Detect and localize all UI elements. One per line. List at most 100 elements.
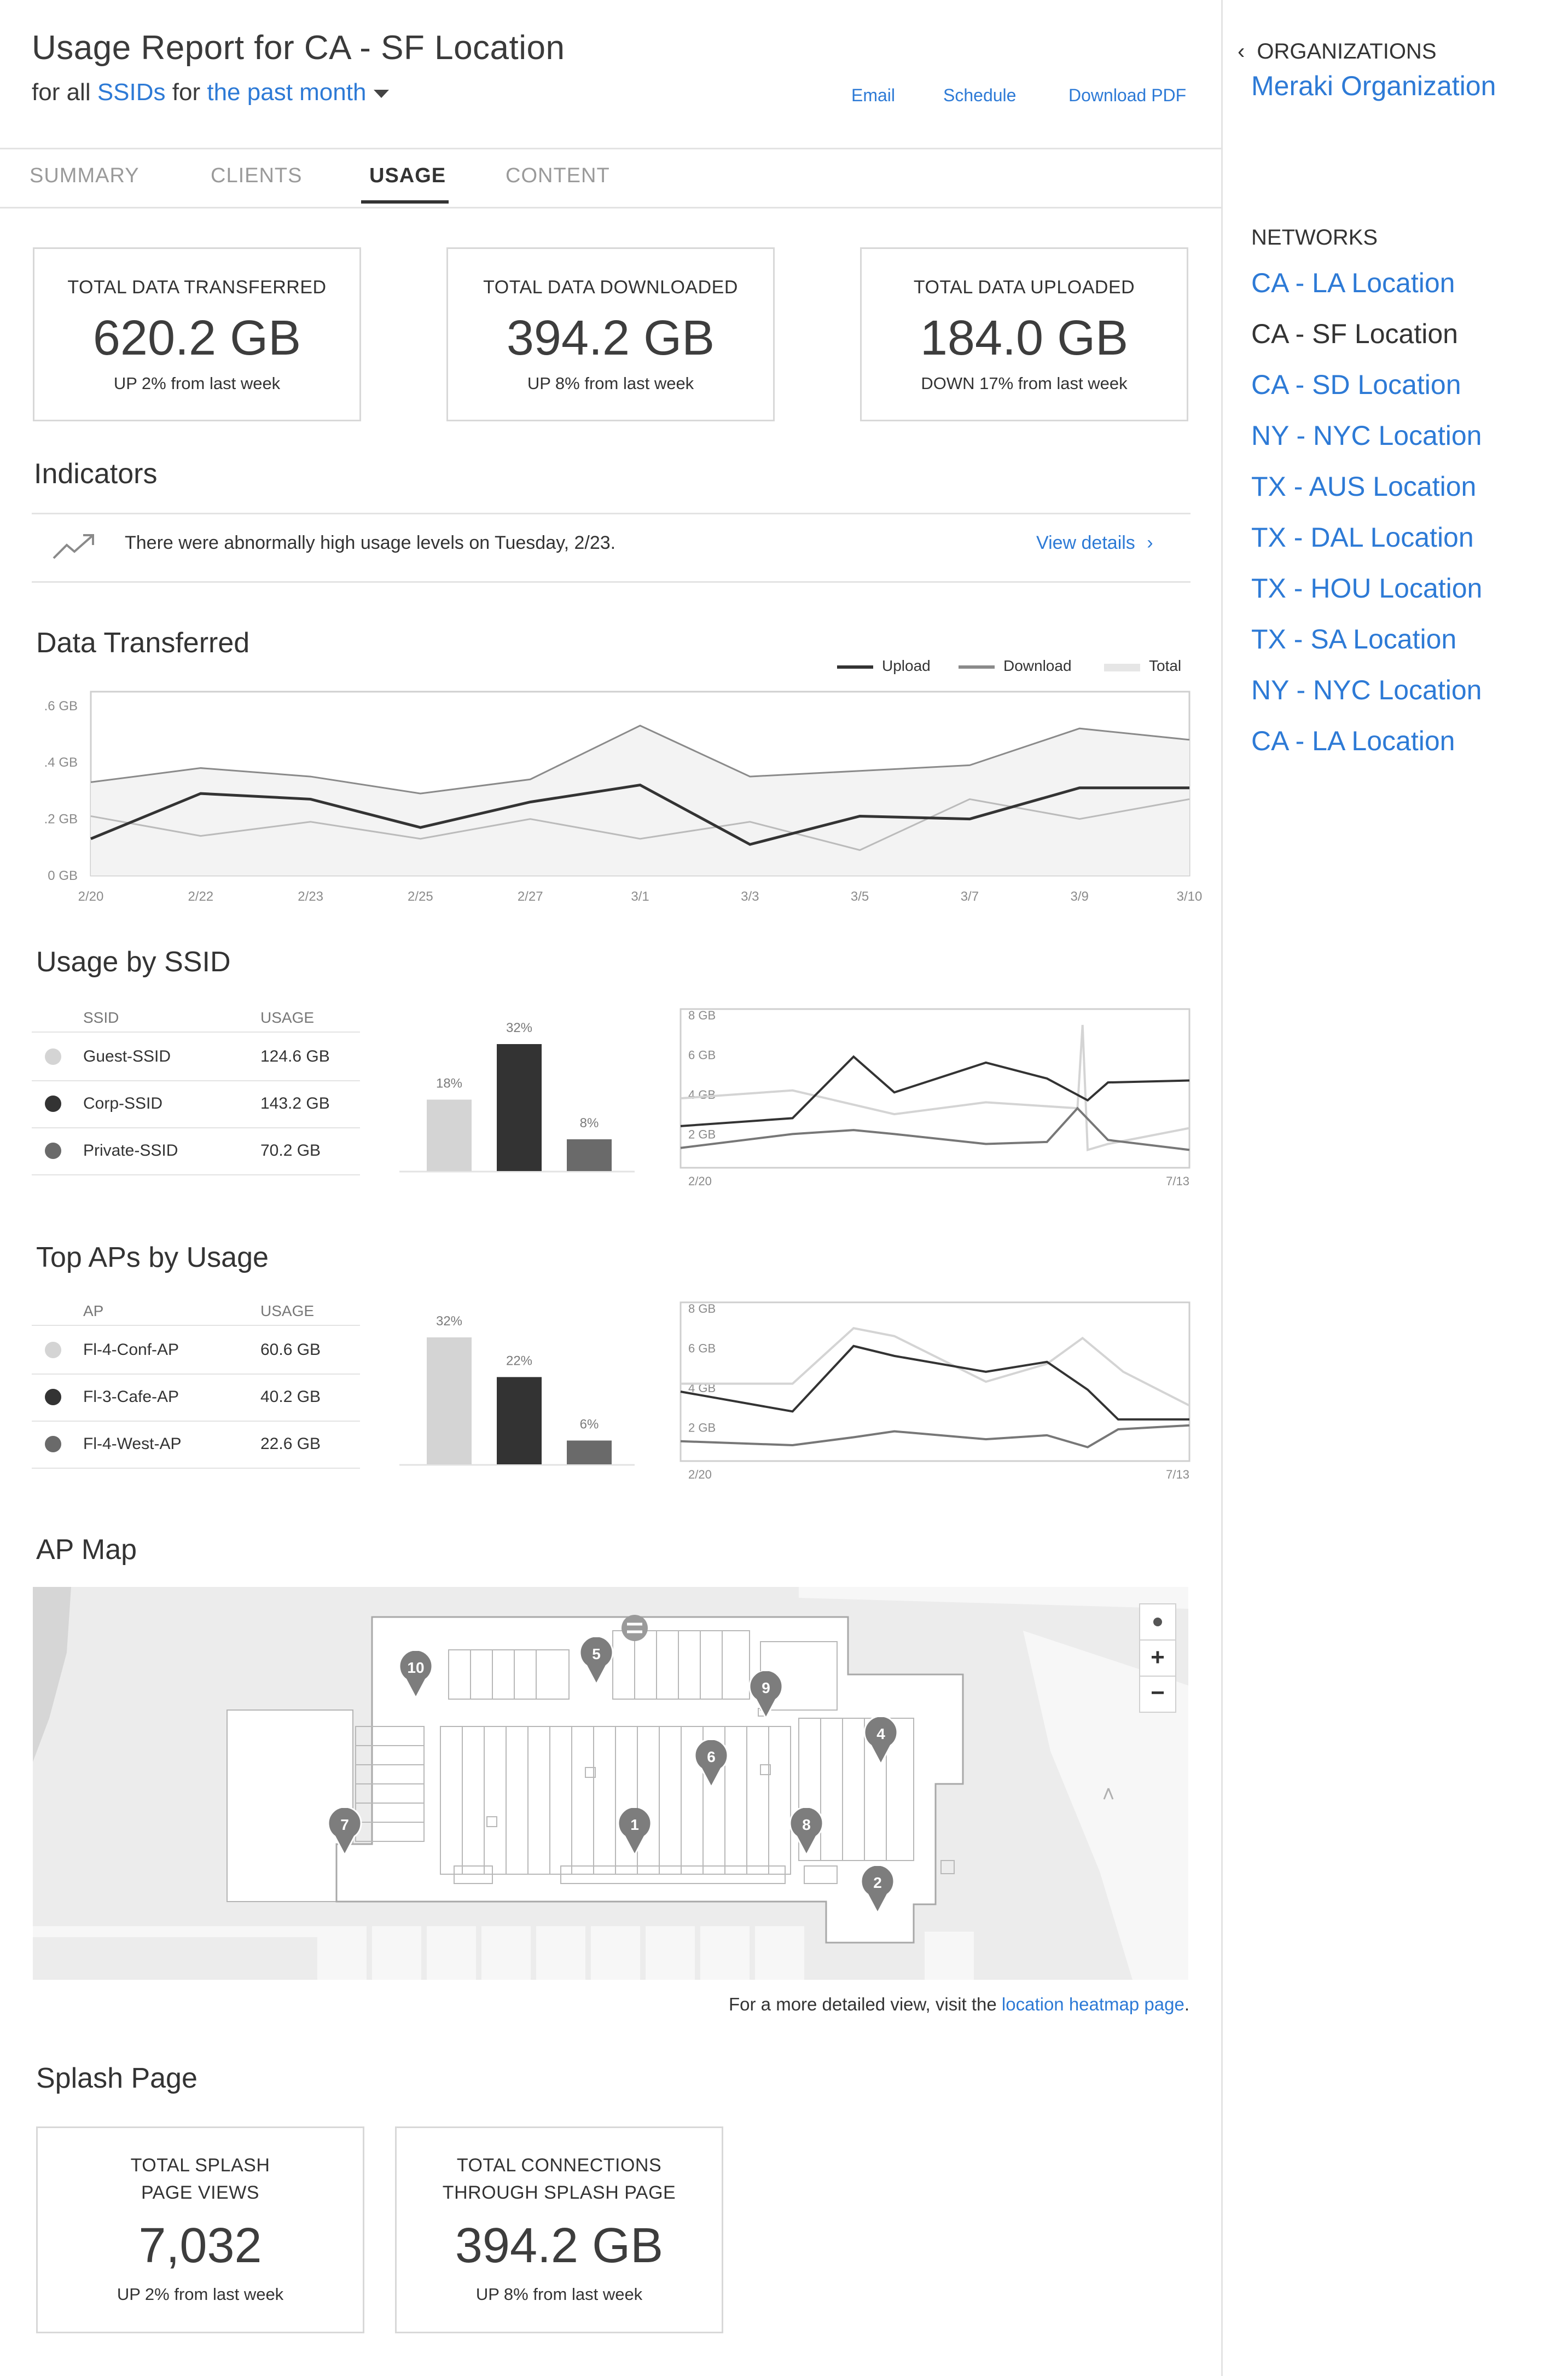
x-tick-label: 2/23 bbox=[298, 889, 323, 904]
table-row[interactable]: Fl-4-West-AP 22.6 GB bbox=[32, 1421, 360, 1469]
network-item[interactable]: NY - NYC Location bbox=[1251, 675, 1482, 705]
indicators-bottom-divider bbox=[32, 581, 1190, 583]
ap-floor-map[interactable] bbox=[33, 1587, 1188, 1980]
chevron-right-icon[interactable]: › bbox=[1147, 532, 1153, 553]
ap-pin[interactable]: 7 bbox=[327, 1808, 362, 1856]
stat-change: UP 2% from last week bbox=[117, 2285, 284, 2304]
network-item[interactable]: TX - HOU Location bbox=[1251, 573, 1483, 604]
ap-usage-line-chart: 8 GB6 GB4 GB2 GB2/20 7/13 bbox=[680, 1301, 1190, 1481]
view-details-link[interactable]: View details › bbox=[1036, 532, 1153, 554]
table-row[interactable]: Guest-SSID 124.6 GB bbox=[32, 1033, 360, 1081]
network-item[interactable]: CA - LA Location bbox=[1251, 268, 1455, 298]
tab-usage[interactable]: USAGE bbox=[369, 164, 446, 187]
organizations-label[interactable]: ORGANIZATIONS bbox=[1257, 39, 1437, 63]
network-item[interactable]: TX - SA Location bbox=[1251, 624, 1457, 654]
x-tick-label: 2/25 bbox=[408, 889, 433, 904]
stat-value: 394.2 GB bbox=[455, 2218, 664, 2273]
network-item[interactable]: CA - LA Location bbox=[1251, 726, 1455, 756]
y-tick-label: .4 GB bbox=[44, 755, 78, 770]
x-tick-label: 3/7 bbox=[961, 889, 979, 904]
view-details-label[interactable]: View details bbox=[1036, 532, 1135, 553]
bar bbox=[427, 1337, 472, 1464]
schedule-link[interactable]: Schedule bbox=[943, 85, 1017, 105]
svg-text:4: 4 bbox=[876, 1725, 885, 1742]
stat-value: 620.2 GB bbox=[92, 311, 301, 366]
legend-swatch-download bbox=[959, 665, 995, 669]
ap-pin[interactable]: 6 bbox=[694, 1740, 729, 1788]
locate-button[interactable] bbox=[1139, 1603, 1176, 1641]
series-line bbox=[680, 1024, 1190, 1152]
network-hub-icon bbox=[622, 1615, 648, 1641]
network-item[interactable]: CA - SD Location bbox=[1251, 369, 1461, 400]
ssids-link[interactable]: SSIDs bbox=[97, 79, 166, 106]
org-name-link[interactable]: Meraki Organization bbox=[1251, 71, 1496, 101]
bar-label: 22% bbox=[506, 1354, 532, 1369]
legend-swatch-upload bbox=[837, 665, 873, 669]
bar-label: 32% bbox=[436, 1314, 462, 1329]
usage-column-header: USAGE bbox=[260, 1009, 315, 1026]
y-tick-label: 2 GB bbox=[688, 1421, 716, 1434]
series-line-download bbox=[90, 798, 1190, 851]
email-link[interactable]: Email bbox=[851, 85, 896, 105]
y-tick-label: .2 GB bbox=[44, 812, 78, 827]
x-tick-label: 2/27 bbox=[518, 889, 543, 904]
table-row[interactable]: Corp-SSID 143.2 GB bbox=[32, 1080, 360, 1128]
series-line bbox=[680, 1106, 1190, 1151]
bar-label: 32% bbox=[506, 1021, 532, 1035]
stat-label-line2: PAGE VIEWS bbox=[141, 2182, 259, 2203]
organizations-back-link[interactable]: ‹ ORGANIZATIONS bbox=[1238, 39, 1437, 64]
zoom-out-button[interactable]: − bbox=[1139, 1676, 1176, 1713]
chevron-left-icon[interactable]: ‹ bbox=[1238, 39, 1245, 63]
locate-icon[interactable] bbox=[1153, 1618, 1162, 1626]
usage-by-ssid-title: Usage by SSID bbox=[36, 946, 231, 978]
tab-content[interactable]: CONTENT bbox=[506, 164, 610, 187]
stat-value: 394.2 GB bbox=[506, 311, 715, 366]
stat-change: DOWN 17% from last week bbox=[921, 374, 1128, 393]
ap-pin[interactable]: 4 bbox=[863, 1717, 898, 1765]
legend-total: Total bbox=[1149, 657, 1182, 674]
plot-area bbox=[680, 1008, 1190, 1169]
ap-pin[interactable]: 10 bbox=[398, 1651, 433, 1699]
stat-change: UP 2% from last week bbox=[113, 374, 281, 393]
heatmap-link[interactable]: location heatmap page bbox=[1001, 1994, 1184, 2014]
subtitle-prefix: for all bbox=[32, 79, 91, 106]
stat-label-line2: THROUGH SPLASH PAGE bbox=[442, 2182, 676, 2203]
ap-column-header: AP bbox=[83, 1302, 104, 1319]
legend-upload: Upload bbox=[882, 657, 931, 674]
ap-pin[interactable]: 5 bbox=[579, 1637, 614, 1685]
network-item[interactable]: NY - NYC Location bbox=[1251, 420, 1482, 451]
ap-pin[interactable]: 2 bbox=[860, 1866, 895, 1914]
subtitle-mid: for bbox=[172, 79, 201, 106]
ap-name: Fl-3-Cafe-AP bbox=[83, 1388, 179, 1406]
download-pdf-link[interactable]: Download PDF bbox=[1068, 85, 1187, 105]
ssid-name: Private-SSID bbox=[83, 1141, 178, 1160]
svg-text:1: 1 bbox=[630, 1816, 639, 1833]
plot-area bbox=[680, 1301, 1190, 1462]
zoom-in-button[interactable]: + bbox=[1139, 1639, 1176, 1677]
stat-card-total-uploaded: TOTAL DATA UPLOADED 184.0 GB DOWN 17% fr… bbox=[860, 247, 1188, 421]
series-dot bbox=[45, 1436, 61, 1452]
legend-download: Download bbox=[1003, 657, 1072, 674]
sidebar bbox=[1221, 0, 1568, 2376]
stat-change: UP 8% from last week bbox=[475, 2285, 643, 2304]
ap-pin[interactable]: 9 bbox=[748, 1671, 783, 1719]
network-item-current[interactable]: CA - SF Location bbox=[1251, 318, 1458, 349]
x-tick-label: 3/5 bbox=[851, 889, 869, 904]
table-row[interactable]: Fl-4-Conf-AP 60.6 GB bbox=[32, 1326, 360, 1375]
y-tick-label: 6 GB bbox=[688, 1048, 716, 1062]
legend-swatch-total bbox=[1104, 664, 1140, 671]
network-item[interactable]: TX - DAL Location bbox=[1251, 522, 1474, 553]
tab-clients[interactable]: CLIENTS bbox=[211, 164, 303, 187]
ap-pin[interactable]: 1 bbox=[617, 1808, 652, 1856]
tab-summary[interactable]: SUMMARY bbox=[30, 164, 140, 187]
chevron-down-icon[interactable] bbox=[374, 89, 390, 98]
svg-text:5: 5 bbox=[592, 1645, 601, 1662]
stat-label: TOTAL DATA DOWNLOADED bbox=[483, 277, 738, 298]
ap-pin[interactable]: 8 bbox=[789, 1808, 824, 1856]
ssid-name: Corp-SSID bbox=[83, 1094, 163, 1112]
table-row[interactable]: Private-SSID 70.2 GB bbox=[32, 1127, 360, 1175]
bar bbox=[427, 1099, 472, 1171]
period-dropdown[interactable]: the past month bbox=[207, 79, 367, 106]
table-row[interactable]: Fl-3-Cafe-AP 40.2 GB bbox=[32, 1374, 360, 1422]
network-item[interactable]: TX - AUS Location bbox=[1251, 471, 1477, 502]
